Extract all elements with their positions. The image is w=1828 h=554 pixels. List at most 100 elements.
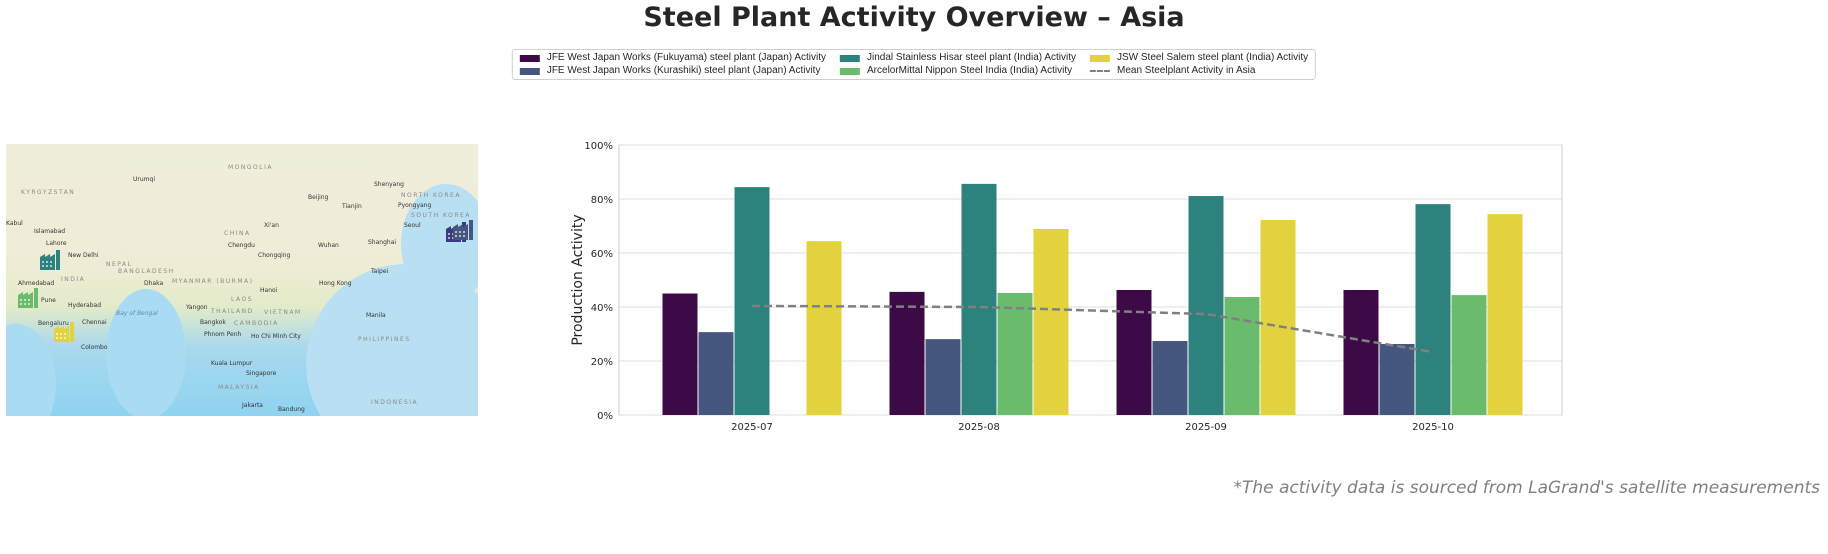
sea-area xyxy=(401,184,478,304)
factory-icon[interactable] xyxy=(54,320,76,342)
y-axis-label: Production Activity xyxy=(570,214,586,345)
map-country-label: CHINA xyxy=(224,230,251,237)
y-tick-label: 80% xyxy=(591,195,613,206)
legend-dash xyxy=(1089,70,1110,72)
y-tick-label: 0% xyxy=(597,411,613,422)
map-city-label: Singapore xyxy=(246,370,277,377)
map-city-label: Chongqing xyxy=(258,252,291,259)
bar-2025-09-s2 xyxy=(1188,196,1224,415)
plot-area xyxy=(618,144,1563,416)
legend-swatch xyxy=(1089,54,1110,62)
map-country-label: NORTH KOREA xyxy=(401,192,461,199)
map-city-label: Bangkok xyxy=(200,319,226,326)
legend-column: JFE West Japan Works (Fukuyama) steel pl… xyxy=(519,52,827,77)
map-country-label: MALAYSIA xyxy=(218,384,260,391)
map-country-label: LAOS xyxy=(231,296,254,303)
map-city-label: Phnom Penh xyxy=(204,331,242,338)
map-city-label: New Delhi xyxy=(68,252,99,259)
legend-label: JFE West Japan Works (Fukuyama) steel pl… xyxy=(546,52,827,63)
map-city-label: Taipei xyxy=(371,268,389,275)
legend-swatch xyxy=(519,54,540,62)
map-city-label: Chennai xyxy=(82,319,107,326)
map-city-label: Xi'an xyxy=(264,222,279,229)
bar-2025-07-s4 xyxy=(806,241,842,415)
x-tick-label: 2025-10 xyxy=(1412,422,1454,433)
bar-2025-10-s4 xyxy=(1487,214,1523,415)
bar-2025-09-s3 xyxy=(1224,297,1260,415)
map-city-label: Pune xyxy=(41,297,56,304)
map-country-label: CAMBODIA xyxy=(234,320,279,327)
map-country-label: THAILAND xyxy=(211,308,254,315)
map-country-label: VIETNAM xyxy=(264,309,302,316)
y-tick-label: 100% xyxy=(584,141,613,152)
factory-icon[interactable] xyxy=(18,286,40,308)
map-city-label: Hong Kong xyxy=(319,280,352,287)
mean-line xyxy=(751,304,1434,354)
legend-item-mean: Mean Steelplant Activity in Asia xyxy=(1089,65,1308,77)
bar-2025-08-s4 xyxy=(1033,228,1069,415)
map-city-label: Shenyang xyxy=(374,181,404,188)
x-tick-label: 2025-08 xyxy=(958,422,1000,433)
bar-2025-07-s1 xyxy=(698,332,734,415)
bar-2025-09-s0 xyxy=(1116,289,1152,415)
x-tick-label: 2025-09 xyxy=(1185,422,1227,433)
map-city-label: Dhaka xyxy=(144,280,164,287)
bar-2025-08-s2 xyxy=(961,183,997,415)
sea-area xyxy=(6,324,56,416)
map-country-label: PHILIPPINES xyxy=(358,336,411,343)
legend-column: Jindal Stainless Hisar steel plant (Indi… xyxy=(840,52,1076,77)
factory-icon[interactable] xyxy=(40,248,62,270)
bar-2025-10-s0 xyxy=(1343,289,1379,415)
legend-item-salem: JSW Steel Salem steel plant (India) Acti… xyxy=(1089,52,1309,64)
map-city-label: Seoul xyxy=(404,222,421,229)
x-tick-label: 2025-07 xyxy=(731,422,773,433)
map-city-label: Hyderabad xyxy=(68,302,101,309)
map[interactable]: MONGOLIA CHINA INDIA NEPAL BANGLADESH MYANMAR… xyxy=(6,144,478,416)
map-country-label: NEPAL xyxy=(106,261,133,268)
map-city-label: Pyongyang xyxy=(398,202,432,209)
bar-2025-10-s2 xyxy=(1415,204,1451,415)
legend-column: JSW Steel Salem steel plant (India) Acti… xyxy=(1089,52,1309,77)
y-tick-label: 40% xyxy=(591,303,613,314)
map-city-label: Manila xyxy=(366,312,386,319)
map-country-label: KYRGYZSTAN xyxy=(21,189,76,196)
bar-2025-10-s1 xyxy=(1379,343,1415,415)
legend-swatch xyxy=(840,54,861,62)
map-city-label: Wuhan xyxy=(318,242,339,249)
map-city-label: Jakarta xyxy=(242,402,263,409)
map-country-label: MONGOLIA xyxy=(228,164,273,171)
page-title: Steel Plant Activity Overview – Asia xyxy=(643,2,1185,33)
bar-2025-07-s0 xyxy=(662,293,698,415)
legend-swatch xyxy=(840,67,861,75)
legend-item-amns: ArcelorMittal Nippon Steel India (India)… xyxy=(840,65,1076,77)
legend-label: ArcelorMittal Nippon Steel India (India)… xyxy=(867,65,1073,76)
map-country-label: SOUTH KOREA xyxy=(411,212,471,219)
map-country-label: INDIA xyxy=(61,276,86,283)
map-country-label: MYANMAR (BURMA) xyxy=(172,278,254,285)
y-tick-label: 20% xyxy=(591,357,613,368)
factory-icon[interactable] xyxy=(453,218,475,240)
legend-label: Jindal Stainless Hisar steel plant (Indi… xyxy=(867,52,1076,63)
legend-swatch xyxy=(519,67,540,75)
map-city-label: Hanoi xyxy=(260,287,278,294)
legend-label: JFE West Japan Works (Kurashiki) steel p… xyxy=(546,65,821,76)
map-city-label: Chengdu xyxy=(228,242,255,249)
map-city-label: Bandung xyxy=(278,406,305,413)
bar-2025-10-s3 xyxy=(1451,295,1487,415)
map-city-label: Tianjin xyxy=(342,203,362,210)
map-city-label: Bengaluru xyxy=(38,320,69,327)
sea-area xyxy=(106,289,186,416)
legend-label: JSW Steel Salem steel plant (India) Acti… xyxy=(1116,52,1309,63)
map-city-label: Shanghai xyxy=(368,239,397,246)
map-city-label: Bay of Bengal xyxy=(116,310,158,317)
legend-item-kurashiki: JFE West Japan Works (Kurashiki) steel p… xyxy=(519,65,826,77)
map-city-label: Kabul xyxy=(6,220,23,227)
map-city-label: Islamabad xyxy=(34,228,66,235)
bar-2025-08-s1 xyxy=(925,339,961,415)
legend-label: Mean Steelplant Activity in Asia xyxy=(1116,65,1256,76)
map-city-label: Kuala Lumpur xyxy=(211,360,253,367)
map-country-label: BANGLADESH xyxy=(118,268,175,275)
map-city-label: Beijing xyxy=(308,194,329,201)
bar-2025-09-s4 xyxy=(1260,220,1296,415)
